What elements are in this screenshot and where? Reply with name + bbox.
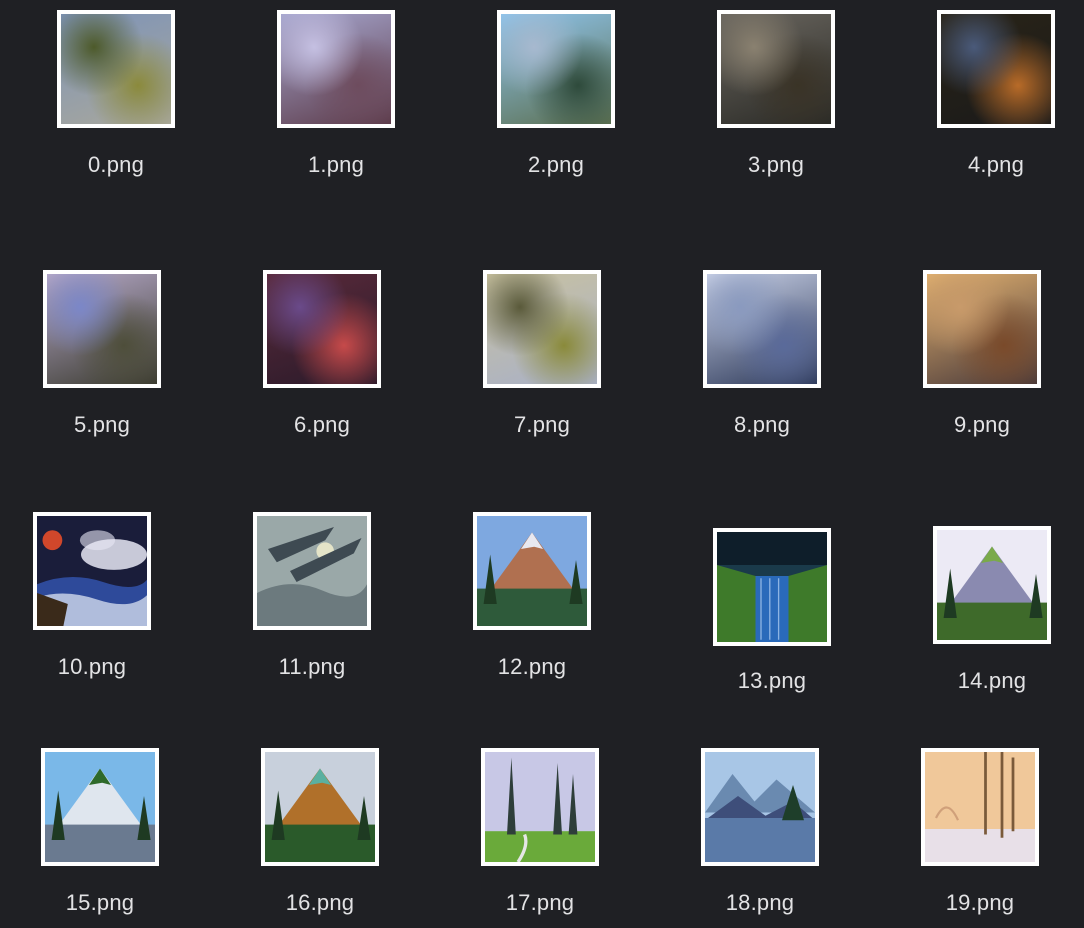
image-preview [707, 274, 817, 384]
file-thumbnail[interactable] [497, 10, 615, 128]
file-thumbnail[interactable] [933, 526, 1051, 644]
image-preview [937, 530, 1047, 640]
file-name-label[interactable]: 19.png [945, 890, 1015, 915]
file-thumbnail[interactable] [261, 748, 379, 866]
file-thumbnail[interactable] [253, 512, 371, 630]
file-name-label[interactable]: 17.png [505, 890, 575, 915]
image-preview [927, 274, 1037, 384]
file-name-label[interactable]: 12.png [497, 654, 567, 679]
image-preview [37, 516, 147, 626]
file-name-label[interactable]: 9.png [953, 412, 1011, 437]
file-name-label[interactable]: 0.png [87, 152, 145, 177]
file-thumbnail[interactable] [57, 10, 175, 128]
image-preview [281, 14, 391, 124]
file-name-label[interactable]: 13.png [737, 668, 807, 693]
image-preview [47, 274, 157, 384]
file-thumbnail[interactable] [263, 270, 381, 388]
file-thumbnail[interactable] [717, 10, 835, 128]
file-thumbnail[interactable] [481, 748, 599, 866]
file-name-label[interactable]: 4.png [967, 152, 1025, 177]
image-preview [477, 516, 587, 626]
file-name-label[interactable]: 2.png [527, 152, 585, 177]
file-thumbnail[interactable] [701, 748, 819, 866]
file-name-label[interactable]: 6.png [293, 412, 351, 437]
file-name-label[interactable]: 1.png [307, 152, 365, 177]
file-thumbnail[interactable] [483, 270, 601, 388]
file-thumbnail[interactable] [473, 512, 591, 630]
file-thumbnail[interactable] [923, 270, 1041, 388]
file-thumbnail[interactable] [703, 270, 821, 388]
file-name-label[interactable]: 5.png [73, 412, 131, 437]
image-preview [487, 274, 597, 384]
file-thumbnail[interactable] [713, 528, 831, 646]
file-thumbnail[interactable] [33, 512, 151, 630]
file-thumbnail[interactable] [937, 10, 1055, 128]
image-preview [717, 532, 827, 642]
file-name-label[interactable]: 7.png [513, 412, 571, 437]
image-preview [257, 516, 367, 626]
file-name-label[interactable]: 11.png [278, 654, 346, 679]
image-preview [925, 752, 1035, 862]
image-preview [721, 14, 831, 124]
file-name-label[interactable]: 3.png [747, 152, 805, 177]
image-preview [267, 274, 377, 384]
file-name-label[interactable]: 8.png [733, 412, 791, 437]
file-thumbnail[interactable] [921, 748, 1039, 866]
file-name-label[interactable]: 14.png [957, 668, 1027, 693]
image-preview [941, 14, 1051, 124]
file-name-label[interactable]: 16.png [285, 890, 355, 915]
file-thumbnail[interactable] [41, 748, 159, 866]
image-preview [485, 752, 595, 862]
file-thumbnail[interactable] [43, 270, 161, 388]
file-name-label[interactable]: 18.png [725, 890, 795, 915]
image-preview [61, 14, 171, 124]
file-name-label[interactable]: 15.png [65, 890, 135, 915]
file-thumbnail[interactable] [277, 10, 395, 128]
image-preview [45, 752, 155, 862]
image-preview [705, 752, 815, 862]
image-preview [265, 752, 375, 862]
file-name-label[interactable]: 10.png [57, 654, 127, 679]
image-preview [501, 14, 611, 124]
